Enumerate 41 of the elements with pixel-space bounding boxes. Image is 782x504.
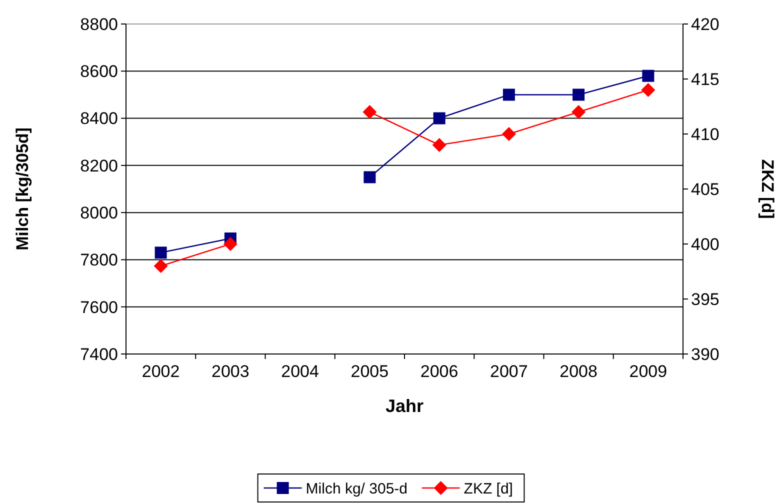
x-tick-label: 2003 <box>212 362 250 381</box>
y-tick-label: 7600 <box>80 298 118 317</box>
x-axis-title: Jahr <box>385 396 424 416</box>
x-tick-label: 2006 <box>420 362 458 381</box>
point <box>432 138 446 152</box>
point <box>572 105 586 119</box>
x-tick-label: 2002 <box>142 362 180 381</box>
y2-tick-label: 395 <box>691 290 720 309</box>
point <box>502 127 516 141</box>
x-tick-label: 2008 <box>560 362 598 381</box>
point <box>572 88 585 101</box>
legend-label: Milch kg/ 305-d <box>306 480 408 498</box>
y-tick-label: 8000 <box>80 204 118 223</box>
y-tick-label: 8600 <box>80 62 118 82</box>
point <box>362 105 377 119</box>
point <box>433 112 446 124</box>
point <box>154 259 168 273</box>
legend-label: ZKZ [d] <box>464 480 513 498</box>
point <box>642 70 654 82</box>
y-tick-label: 8800 <box>80 14 118 34</box>
x-tick-label: 2009 <box>629 362 668 381</box>
y-tick-label: 7800 <box>80 250 118 270</box>
y2-tick-label: 405 <box>691 180 720 199</box>
y-tick-label: 8200 <box>80 156 118 176</box>
point <box>223 237 238 251</box>
y-axis-title: Milch [kg/305d] <box>13 128 32 250</box>
y2-tick-label: 415 <box>691 70 720 89</box>
point <box>154 246 167 259</box>
y2-tick-label: 400 <box>691 234 720 254</box>
y2-tick-label: 420 <box>691 14 720 34</box>
y-tick-label: 7400 <box>80 344 118 364</box>
x-tick-label: 2004 <box>281 362 319 381</box>
x-tick-label: 2005 <box>350 362 389 381</box>
point <box>641 83 656 97</box>
x-tick-label: 2007 <box>490 362 528 381</box>
y2-tick-label: 410 <box>691 124 720 144</box>
y-tick-label: 8400 <box>80 109 118 128</box>
y2-axis-title: ZKZ [d] <box>758 159 777 219</box>
point <box>364 171 376 184</box>
y2-tick-label: 390 <box>691 344 720 364</box>
point <box>502 88 515 101</box>
